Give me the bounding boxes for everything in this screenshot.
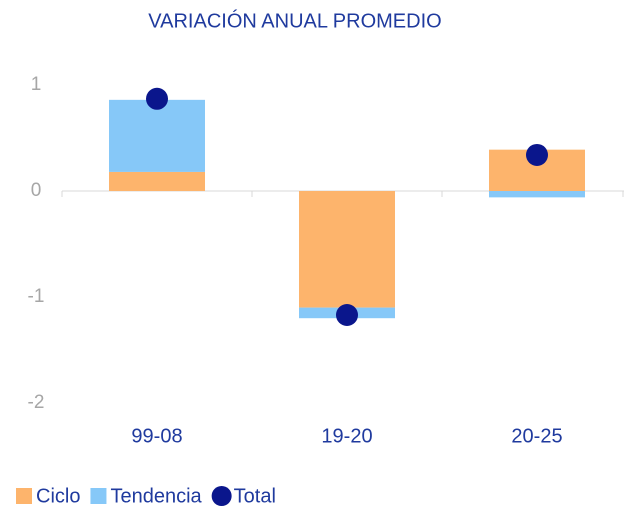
legend-label: Ciclo	[36, 485, 80, 507]
chart-title: VARIACIÓN ANUAL PROMEDIO	[148, 9, 441, 32]
bar-segment	[109, 99, 205, 172]
legend-marker	[211, 486, 232, 506]
bar-segment	[109, 171, 205, 191]
y-tick-label: 0	[31, 180, 42, 201]
total-dot	[146, 87, 168, 110]
y-tick-label: -2	[28, 392, 45, 413]
x-tick-label: 20-25	[511, 425, 562, 447]
x-tick-label: 99-08	[131, 425, 182, 447]
total-dot	[336, 304, 358, 327]
legend-marker	[90, 488, 107, 504]
y-tick-label: 1	[31, 74, 42, 95]
bar-segment	[299, 191, 395, 308]
bar-segment	[489, 191, 585, 198]
total-dot	[526, 143, 548, 166]
legend-marker	[16, 488, 32, 504]
legend-label: Tendencia	[110, 485, 202, 507]
y-tick-label: -1	[28, 286, 45, 307]
x-tick-label: 19-20	[321, 425, 372, 447]
legend-label: Total	[234, 485, 276, 507]
